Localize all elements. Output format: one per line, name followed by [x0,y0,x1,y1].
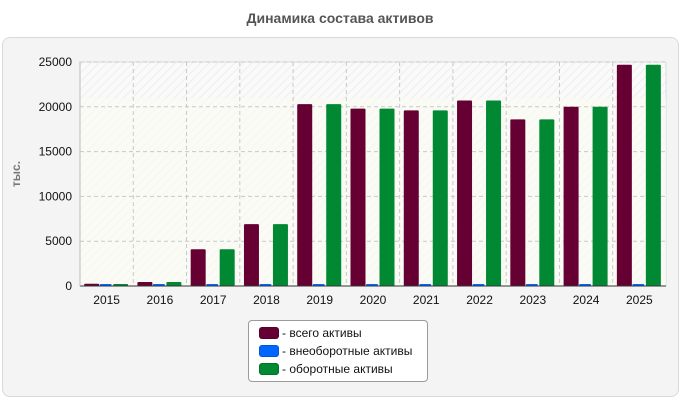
bar-current-2016 [166,282,182,286]
x-tick-label: 2015 [93,293,120,307]
bar-total-2016 [137,281,153,286]
bar-total-2024 [563,106,579,286]
legend-label-current: - оборотные активы [282,362,393,376]
legend-item-current: - оборотные активы [259,360,427,378]
bar-current-2022 [486,100,502,286]
bars [84,64,661,287]
bar-current-2018 [272,224,288,286]
x-tick-label: 2022 [466,293,493,307]
bar-current-2023 [539,119,555,287]
legend: - всего активы - внеоборотные активы - о… [248,320,428,382]
bar-current-2017 [219,249,235,286]
bar-total-2023 [510,119,526,287]
x-tick-label: 2018 [253,293,280,307]
legend-label-total: - всего активы [282,326,362,340]
legend-swatch-noncurrent [259,345,279,357]
y-tick-label: 10000 [39,189,73,203]
y-tick-label: 15000 [39,145,73,159]
bar-total-2015 [84,283,100,286]
bar-current-2020 [379,108,395,286]
bar-current-2015 [113,283,129,286]
x-tick-label: 2020 [360,293,387,307]
bar-total-2022 [457,100,473,286]
legend-label-noncurrent: - внеоборотные активы [282,344,413,358]
x-tick-label: 2016 [147,293,174,307]
bar-total-2021 [403,110,419,286]
y-tick-label: 20000 [39,100,73,114]
bar-current-2024 [592,106,608,286]
x-tick-label: 2024 [573,293,600,307]
x-tick-label: 2025 [626,293,653,307]
legend-swatch-total [259,327,279,339]
legend-item-noncurrent: - внеоборотные активы [259,342,427,360]
axes: 0 5000 10000 15000 20000 25000 2015 2016 2017 201… [39,55,666,307]
y-axis-label: тыс. [9,161,23,187]
bar-total-2019 [297,104,313,286]
y-tick-label: 5000 [45,234,72,248]
x-tick-label: 2019 [306,293,333,307]
bar-current-2025 [645,64,661,286]
grid [80,61,666,286]
chart-title: Динамика состава активов [246,10,434,26]
legend-item-total: - всего активы [259,324,427,342]
bar-total-2017 [190,249,206,286]
y-tick-label: 25000 [39,55,73,69]
bar-total-2020 [350,108,366,286]
bar-current-2021 [432,110,448,286]
legend-swatch-current [259,363,279,375]
bar-total-2025 [616,64,632,286]
bar-total-2018 [243,224,259,286]
bar-current-2019 [326,104,342,286]
x-tick-label: 2023 [519,293,546,307]
y-tick-label: 0 [65,279,72,293]
x-tick-label: 2021 [413,293,440,307]
x-tick-label: 2017 [200,293,227,307]
